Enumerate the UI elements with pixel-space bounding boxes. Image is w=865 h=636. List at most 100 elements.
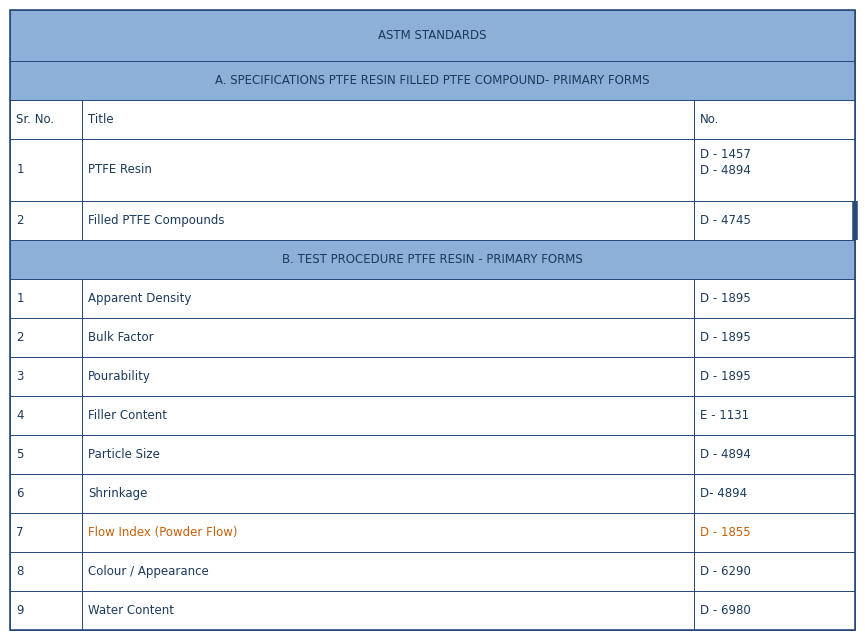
Bar [82,139,695,201]
Bar [82,279,695,318]
Bar [695,318,855,357]
Bar [82,139,695,201]
Text: 5: 5 [16,448,24,460]
Bar [695,100,855,139]
Bar [695,474,855,513]
Text: 2: 2 [16,331,24,344]
Bar [10,240,855,279]
Bar [82,357,695,396]
Bar [82,318,695,357]
Bar [10,240,855,279]
Text: B. TEST PROCEDURE PTFE RESIN - PRIMARY FORMS: B. TEST PROCEDURE PTFE RESIN - PRIMARY F… [282,253,583,266]
Bar [82,551,695,591]
Bar [10,396,82,435]
Text: Sr. No.: Sr. No. [16,113,54,126]
Text: D - 1895: D - 1895 [701,331,751,344]
Text: 8: 8 [16,565,24,577]
Text: D - 1895: D - 1895 [701,370,751,383]
Bar [695,435,855,474]
Bar [10,201,82,240]
Bar [10,357,82,396]
Bar [10,591,82,630]
Text: ASTM STANDARDS: ASTM STANDARDS [378,29,487,42]
Bar [82,474,695,513]
Text: 1: 1 [16,292,24,305]
Bar [82,318,695,357]
Text: Colour / Appearance: Colour / Appearance [88,565,209,577]
Bar [10,10,855,61]
Bar [695,474,855,513]
Text: 4: 4 [16,409,24,422]
Bar [82,513,695,551]
Text: Water Content: Water Content [88,604,174,617]
Bar [695,201,855,240]
Bar [695,357,855,396]
Bar [10,201,82,240]
Text: A. SPECIFICATIONS PTFE RESIN FILLED PTFE COMPOUND- PRIMARY FORMS: A. SPECIFICATIONS PTFE RESIN FILLED PTFE… [215,74,650,86]
Bar [695,513,855,551]
Text: Pourability: Pourability [88,370,151,383]
Text: Filler Content: Filler Content [88,409,167,422]
Bar [695,318,855,357]
Bar [10,591,82,630]
Text: Flow Index (Powder Flow): Flow Index (Powder Flow) [88,526,238,539]
Text: D - 4745: D - 4745 [701,214,751,227]
Bar [10,396,82,435]
Bar [695,139,855,201]
Bar [82,591,695,630]
Text: D - 1457
D - 4894: D - 1457 D - 4894 [701,148,751,177]
Bar [695,591,855,630]
Text: 9: 9 [16,604,24,617]
Text: Apparent Density: Apparent Density [88,292,191,305]
Text: Particle Size: Particle Size [88,448,160,460]
Bar [82,396,695,435]
Bar [82,279,695,318]
Bar [10,100,82,139]
Bar [10,139,82,201]
Bar [695,551,855,591]
Bar [10,551,82,591]
Bar [82,551,695,591]
Text: D - 1895: D - 1895 [701,292,751,305]
Text: D- 4894: D- 4894 [701,487,747,500]
Text: Filled PTFE Compounds: Filled PTFE Compounds [88,214,225,227]
Bar [10,100,82,139]
Bar [695,100,855,139]
Bar [82,474,695,513]
Bar [695,279,855,318]
Text: 2: 2 [16,214,24,227]
Bar [10,279,82,318]
Bar [82,201,695,240]
Text: Bulk Factor: Bulk Factor [88,331,154,344]
Bar [82,100,695,139]
Bar [82,357,695,396]
Text: 1: 1 [16,163,24,176]
Text: D - 6980: D - 6980 [701,604,751,617]
Bar [10,61,855,100]
Text: Shrinkage: Shrinkage [88,487,148,500]
Bar [10,474,82,513]
Bar [10,435,82,474]
Text: 7: 7 [16,526,24,539]
Bar [10,435,82,474]
Bar [10,513,82,551]
Bar [10,61,855,100]
Bar [695,201,855,240]
Bar [10,279,82,318]
Bar [82,435,695,474]
Bar [10,357,82,396]
Text: PTFE Resin: PTFE Resin [88,163,152,176]
Bar [10,551,82,591]
Bar [82,513,695,551]
Text: No.: No. [701,113,720,126]
Bar [695,435,855,474]
Bar [82,100,695,139]
Bar [695,396,855,435]
Bar [695,357,855,396]
Bar [10,10,855,61]
Text: 3: 3 [16,370,24,383]
Bar [10,318,82,357]
Bar [695,139,855,201]
Bar [695,591,855,630]
Text: D - 4894: D - 4894 [701,448,751,460]
